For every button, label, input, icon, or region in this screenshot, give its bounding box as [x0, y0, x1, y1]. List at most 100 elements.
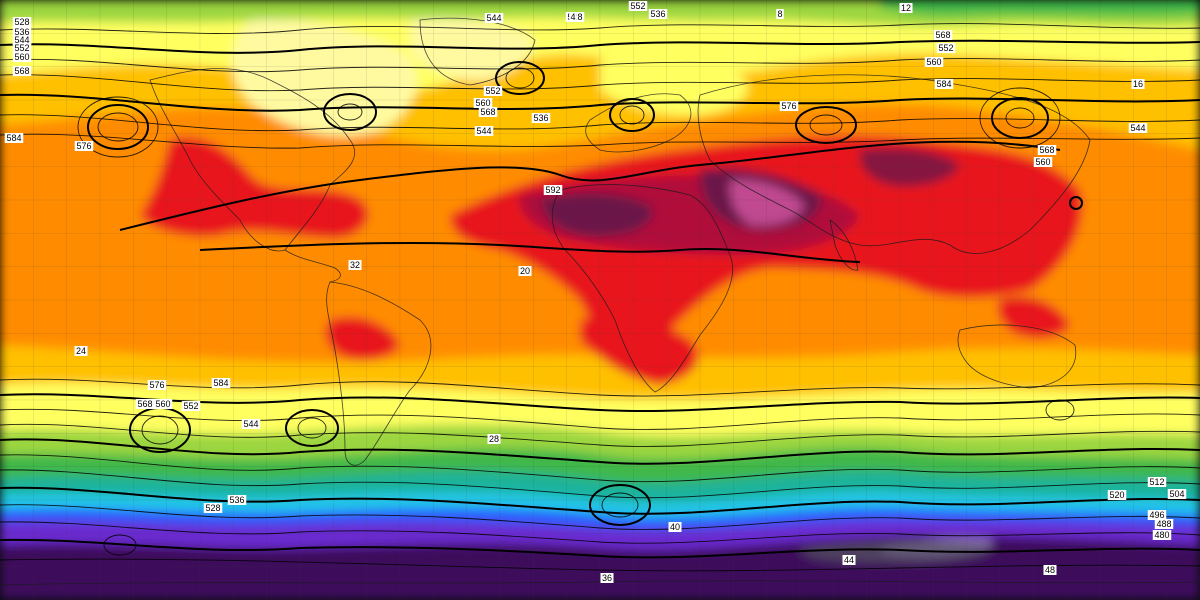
- contour-label-box: [483, 86, 503, 96]
- contour-label-box: [474, 126, 494, 136]
- contour-label-box: [628, 1, 648, 11]
- contour-label-text: 544: [486, 13, 501, 23]
- contour-label: 560: [1033, 157, 1053, 167]
- contour-label: 576: [779, 101, 799, 111]
- contour-label-text: 560: [926, 57, 941, 67]
- contour-label-box: [348, 260, 362, 270]
- contour-label-text: 520: [1109, 490, 1124, 500]
- contour-label-box: [531, 113, 551, 123]
- contour-label: 536: [648, 9, 668, 19]
- contour-label-box: [1167, 489, 1187, 499]
- band-north-green-dark: [880, 0, 1200, 16]
- contour-label-box: [74, 346, 88, 356]
- contour-label: 568: [1037, 145, 1057, 155]
- contour-label-box: [842, 555, 856, 565]
- contour-label-text: 552: [485, 86, 500, 96]
- contour-label-text: 48: [1045, 565, 1055, 575]
- contour-label: 20: [518, 266, 532, 276]
- coast-central-america: [284, 249, 341, 283]
- band-red-west-us: [140, 137, 369, 239]
- contour-label-text: 544: [476, 126, 491, 136]
- contour-label: 496: [1147, 510, 1167, 520]
- contour-label-text: 584: [6, 133, 21, 143]
- band-red-s-america: [325, 316, 400, 361]
- contour-label: 560: [153, 399, 173, 409]
- contour-label: 504: [1167, 489, 1187, 499]
- contour-label-box: [936, 43, 956, 53]
- contour-label: 536: [12, 27, 32, 37]
- contour-label-text: 528: [14, 17, 29, 27]
- contour-label-box: [543, 185, 563, 195]
- contour-label: 552: [181, 401, 201, 411]
- contour-label: 528: [203, 503, 223, 513]
- contour-label-box: [648, 9, 668, 19]
- contour-label-text: 44: [844, 555, 854, 565]
- contour-label-box: [478, 107, 498, 117]
- contour-label-text: 576: [76, 141, 91, 151]
- contour-label-box: [933, 30, 953, 40]
- band-maroon-core: [540, 193, 653, 236]
- contour-label-text: 552: [14, 43, 29, 53]
- band-siberia-pale: [600, 55, 748, 116]
- contour-label-text: 560: [155, 399, 170, 409]
- contour-label: 36: [600, 573, 614, 583]
- contour-label: 24: [74, 346, 88, 356]
- contour-label: 528: [12, 17, 32, 27]
- contour-label: 576: [74, 141, 94, 151]
- contour-label: 48: [1043, 565, 1057, 575]
- contour-label-box: [473, 98, 493, 108]
- contour-label: 4: [569, 12, 577, 22]
- contour-label: 568: [135, 399, 155, 409]
- contour-label-box: [135, 399, 155, 409]
- contour-label-text: 584: [936, 79, 951, 89]
- contour-label-box: [12, 27, 32, 37]
- contour-label-text: 40: [670, 522, 680, 532]
- contour-label-text: 28: [489, 434, 499, 444]
- contour-label-text: 552: [183, 401, 198, 411]
- contour-label: 544: [12, 35, 32, 45]
- contour-label: 568: [478, 107, 498, 117]
- contour-label-text: 568: [1039, 145, 1054, 155]
- contour-label-text: 536: [533, 113, 548, 123]
- contour-label-text: 36: [602, 573, 612, 583]
- contour-label: 552: [628, 1, 648, 11]
- coast-north-america: [149, 68, 356, 252]
- contour-label: 544: [484, 13, 504, 23]
- contour-label-box: [203, 503, 223, 513]
- contour-label-box: [4, 133, 24, 143]
- contour-label: 8: [776, 9, 784, 19]
- contour-label-text: 568: [137, 399, 152, 409]
- contour-label-text: 4: [570, 12, 575, 22]
- contour-label: 16: [1131, 79, 1145, 89]
- contour-label-text: 560: [475, 98, 490, 108]
- contour-label-box: [484, 13, 504, 23]
- contour-label-box: [1154, 519, 1174, 529]
- contour-label-text: 544: [243, 419, 258, 429]
- contour-label-text: 576: [149, 380, 164, 390]
- contour-label: 544: [474, 126, 494, 136]
- contour-label-text: 592: [545, 185, 560, 195]
- contour-label: 560: [924, 57, 944, 67]
- contour-label-box: [241, 419, 261, 429]
- contour-label: 560: [473, 98, 493, 108]
- contour-label-box: [12, 66, 32, 76]
- coast-africa: [551, 184, 734, 393]
- contour-label: 544: [1128, 123, 1148, 133]
- contour-label-box: [934, 79, 954, 89]
- contour-label-text: 568: [935, 30, 950, 40]
- contour-label-text: 552: [938, 43, 953, 53]
- contour-label: 536: [531, 113, 551, 123]
- coast-antarctica: [0, 580, 1200, 586]
- contour-label-box: [1128, 123, 1148, 133]
- contour-label-box: [899, 3, 913, 13]
- contour-label-text: 576: [781, 101, 796, 111]
- contour-label-text: 16: [1133, 79, 1143, 89]
- band-red-s-africa: [580, 316, 699, 385]
- contour-label-text: 544: [14, 35, 29, 45]
- contour-label-box: [569, 12, 577, 22]
- contour-labels: 5285365445525605685845765925445525605685…: [4, 1, 1187, 583]
- contour-label: 44: [842, 555, 856, 565]
- contour-label: 592: [543, 185, 563, 195]
- contour-label-box: [779, 101, 799, 111]
- contour-label-box: [1107, 490, 1127, 500]
